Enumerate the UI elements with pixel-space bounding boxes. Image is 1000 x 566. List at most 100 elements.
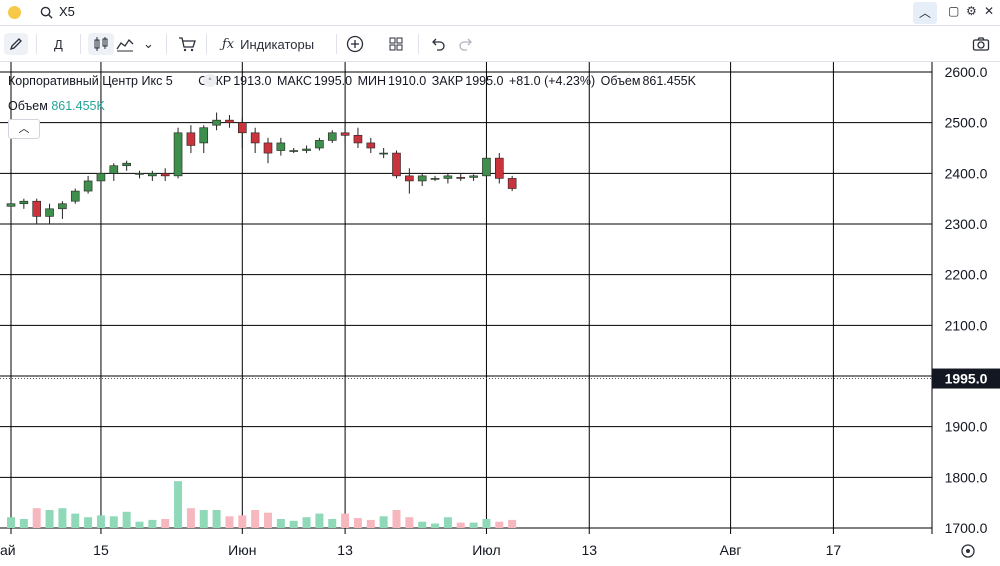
candle-body (225, 119, 234, 123)
volume-bar (45, 510, 54, 528)
price-axis[interactable]: 2600.02500.02400.02300.02200.02100.02000… (945, 64, 988, 536)
redo-button[interactable] (458, 33, 474, 55)
candle-body (83, 180, 93, 192)
y-tick-label: 2200.0 (945, 267, 988, 283)
candle-body (327, 132, 337, 141)
plus-circle-icon (346, 35, 364, 53)
time-axis[interactable]: ай 15 Июн 13 Июл 13 Авг 17 (0, 542, 841, 558)
volume-bars (7, 481, 517, 528)
candle (6, 201, 16, 209)
candle (379, 148, 388, 159)
low-label: МИН (357, 74, 387, 88)
eye-icon[interactable]: ◦ (203, 74, 217, 87)
volume-bar (251, 510, 260, 528)
candle (469, 174, 478, 181)
volume-bar (302, 517, 311, 528)
candle (507, 175, 517, 192)
chevron-up-icon: ︿ (18, 123, 30, 135)
volume-bar (174, 481, 183, 528)
candle-body (366, 142, 376, 149)
open-value: 1913.0 (233, 74, 272, 88)
candle (148, 170, 157, 181)
volume-bar (276, 519, 285, 528)
candles-icon (94, 37, 108, 51)
x-tick-label: Июн (228, 542, 256, 558)
volume-bar (58, 508, 67, 528)
add-compare-button[interactable] (346, 33, 364, 55)
x-tick-label: Июл (472, 542, 500, 558)
undo-button[interactable] (430, 33, 446, 55)
grid (0, 62, 932, 534)
y-tick-label: 1700.0 (945, 520, 988, 536)
symbol-name: Корпоративный Центр Икс 5 (8, 74, 173, 88)
candle-body (315, 140, 324, 149)
ohlc-legend: Корпоративный Центр Икс 5 ОТКР1913.0 МАК… (8, 74, 698, 88)
collapse-button[interactable]: ︿ (913, 2, 937, 24)
chart-toolbar: Д ⌄ ƒx Индикаторы (0, 26, 1000, 62)
chevron-down-icon[interactable]: ⌄ (143, 36, 154, 51)
candle (70, 188, 80, 204)
volume-bar (495, 521, 504, 528)
interval-button[interactable]: Д (54, 36, 63, 52)
candle (392, 150, 401, 179)
price-chart[interactable]: 2600.02500.02400.02300.02200.02100.02000… (0, 62, 1000, 566)
y-tick-label: 2600.0 (945, 64, 988, 80)
camera-icon (972, 37, 990, 51)
candle (58, 201, 67, 219)
candle-body (417, 175, 427, 182)
candle-body (19, 200, 29, 205)
candle (212, 112, 221, 131)
candle-body (96, 173, 106, 182)
candle-body (148, 173, 157, 177)
area-chart-button[interactable] (116, 33, 134, 55)
screenshot-button[interactable] (972, 33, 990, 55)
candle-body (186, 132, 196, 146)
candle-body (70, 190, 80, 202)
candle (327, 130, 337, 143)
high-label: МАКС (276, 74, 312, 88)
chevron-up-icon: ︿ (918, 6, 931, 20)
candle-body (45, 208, 54, 217)
volume-bar (148, 519, 157, 528)
symbol-search[interactable]: X5 (40, 4, 75, 19)
candle (289, 148, 299, 154)
x-tick-label: 15 (93, 542, 109, 558)
square-icon[interactable]: ▢ (948, 4, 960, 18)
volume-bar (366, 519, 375, 528)
low-value: 1910.0 (388, 74, 427, 88)
indicators-button[interactable]: ƒx Индикаторы (222, 33, 314, 55)
candle-body (405, 175, 414, 182)
candle (83, 175, 93, 194)
candles-button[interactable] (88, 33, 114, 55)
candle-body (494, 157, 504, 179)
gear-icon[interactable]: ⚙ (966, 4, 977, 18)
y-tick-label: 2500.0 (945, 115, 988, 131)
pencil-button[interactable] (4, 33, 28, 55)
volume-bar (238, 515, 247, 528)
cart-button[interactable] (178, 33, 196, 55)
volume-bar (315, 513, 324, 528)
collapse-legend-button[interactable]: ︿ (8, 119, 40, 139)
volume-bar (122, 511, 131, 528)
volume-bar (199, 510, 208, 528)
search-value: X5 (59, 4, 75, 19)
close-icon[interactable]: ✕ (984, 4, 995, 18)
candle (250, 127, 260, 154)
volume-bar (135, 521, 144, 528)
volume-legend-value: 861.455K (51, 99, 105, 113)
candle-body (469, 175, 478, 178)
layout-button[interactable] (388, 33, 404, 55)
candle (45, 203, 54, 224)
candle (238, 117, 247, 148)
candle (173, 127, 183, 179)
settings-icon[interactable] (961, 544, 975, 558)
candle-body (443, 175, 453, 179)
volume-bar (161, 519, 170, 528)
x-tick-label: 17 (826, 542, 842, 558)
x-tick-label: 13 (337, 542, 353, 558)
candle-body (392, 152, 401, 177)
volume-bar (84, 517, 93, 528)
top-bar: X5 ︿ ▢ ⚙ ✕ (0, 0, 1000, 26)
candle-body (482, 157, 491, 177)
close-value: 1995.0 (465, 74, 504, 88)
